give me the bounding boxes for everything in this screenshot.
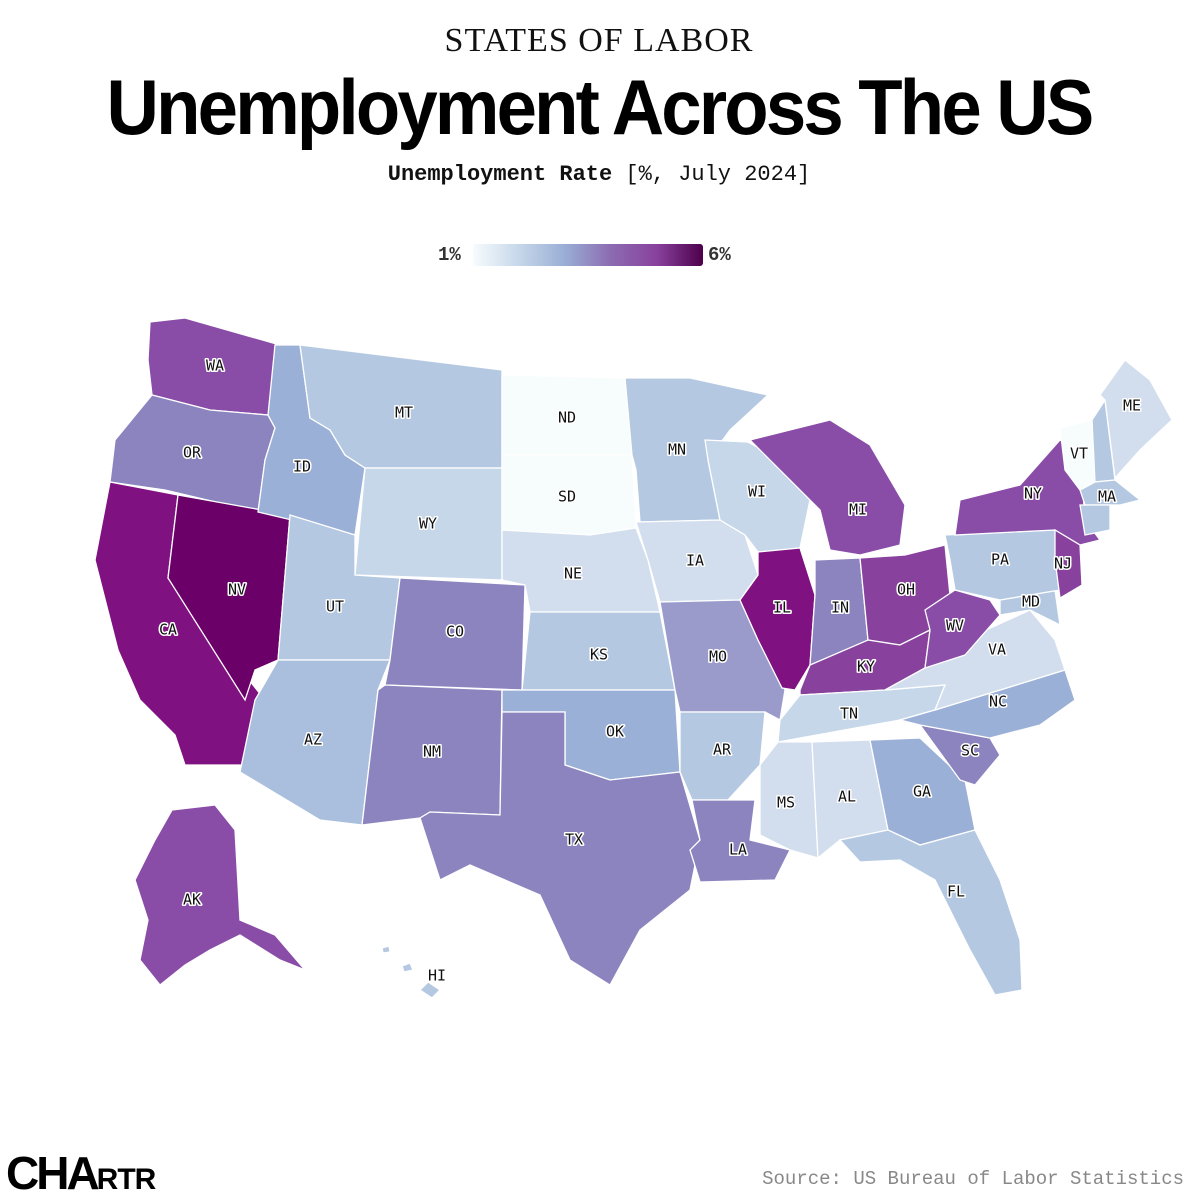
subtitle-measure: Unemployment Rate (387, 162, 613, 187)
state-ak (134, 804, 306, 986)
state-label-ny: NY (1024, 485, 1042, 503)
state-va (884, 609, 1066, 712)
state-label-wa: WA (206, 357, 224, 375)
logo-part-b: RTR (96, 1163, 157, 1196)
state-ct (1079, 504, 1111, 536)
state-nc (897, 669, 1076, 739)
state-label-ne: NE (564, 565, 582, 583)
state-label-la: LA (729, 841, 747, 859)
state-me (1099, 359, 1173, 480)
source-note: Source: US Bureau of Labor Statistics (762, 1168, 1184, 1190)
state-label-hi: HI (428, 967, 446, 985)
state-label-fl: FL (947, 883, 965, 901)
kicker: STATES OF LABOR (444, 22, 754, 59)
state-label-ks: KS (590, 646, 608, 664)
state-label-oh: OH (897, 581, 915, 599)
state-mi (748, 419, 906, 556)
state-label-id: ID (293, 458, 311, 476)
page-title: Unemployment Across The US (106, 63, 1095, 151)
state-label-ky: KY (857, 658, 875, 676)
state-label-ms: MS (777, 794, 795, 812)
state-label-nv: NV (228, 581, 246, 599)
state-il (739, 547, 816, 691)
chartr-logo: CHARTR (6, 1146, 157, 1200)
subtitle: Unemployment Rate [%, July 2024] (0, 162, 1198, 187)
state-label-sc: SC (961, 742, 979, 760)
state-label-al: AL (838, 788, 856, 806)
color-legend: 1% 6% (438, 244, 758, 268)
state-label-pa: PA (991, 551, 1009, 569)
state-label-mi: MI (849, 501, 867, 519)
state-label-il: IL (773, 599, 791, 617)
state-la (689, 799, 791, 883)
state-label-wv: WV (946, 617, 964, 635)
state-label-ia: IA (686, 552, 704, 570)
state-shapes (94, 317, 1173, 999)
subtitle-unit: [%, July 2024] (612, 162, 811, 187)
state-label-ar: AR (713, 741, 732, 759)
logo-part-a: CHA (6, 1147, 100, 1199)
state-label-nc: NC (989, 693, 1007, 711)
state-fl (838, 829, 1023, 996)
state-label-mt: MT (395, 404, 413, 422)
state-labels: WA OR CA NV ID MT WY UT AZ CO NM ND SD NE KS OK TX MN IA MO… (157, 355, 1142, 986)
state-label-mn: MN (668, 441, 686, 459)
state-label-nm: NM (423, 743, 441, 761)
state-label-wy: WY (419, 515, 437, 533)
state-tx (419, 711, 701, 986)
state-label-tn: TN (840, 705, 858, 723)
legend-gradient-bar (473, 244, 703, 266)
state-label-ga: GA (913, 783, 931, 801)
state-label-ma: MA (1098, 488, 1116, 506)
state-nj (1054, 528, 1083, 600)
state-az (239, 659, 391, 826)
state-label-ut: UT (326, 598, 344, 616)
state-label-mo: MO (709, 648, 727, 666)
state-label-sd: SD (558, 488, 576, 506)
state-label-az: AZ (304, 731, 322, 749)
legend-min-label: 1% (438, 244, 461, 266)
state-label-ok: OK (606, 723, 624, 741)
state-label-wi: WI (748, 483, 766, 501)
state-label-co: CO (446, 623, 464, 641)
state-label-nj: NJ (1054, 555, 1072, 573)
state-label-nd: ND (558, 409, 576, 427)
state-label-ak: AK (183, 891, 201, 909)
state-label-vt: VT (1070, 445, 1088, 463)
state-label-md: MD (1022, 593, 1040, 611)
legend-max-label: 6% (708, 244, 731, 266)
state-label-va: VA (988, 641, 1006, 659)
state-label-or: OR (183, 444, 202, 462)
state-label-in: IN (831, 599, 849, 617)
state-label-ca: CA (159, 621, 177, 639)
state-label-me: ME (1123, 397, 1141, 415)
state-label-tx: TX (565, 831, 583, 849)
state-hi (381, 945, 442, 999)
